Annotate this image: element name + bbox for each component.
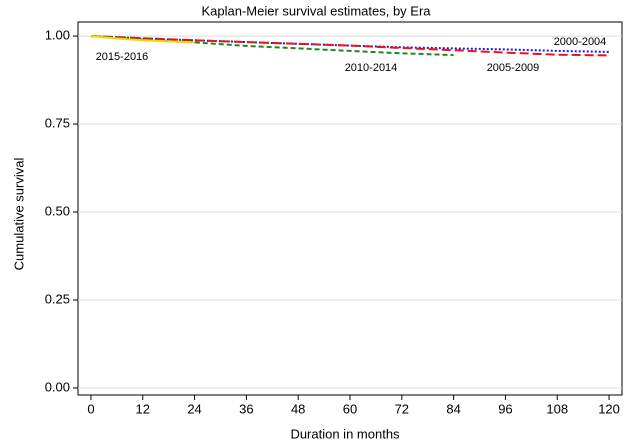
y-tick-label: 0.25 [45, 291, 70, 306]
series-label: 2010-2014 [345, 62, 398, 74]
y-tick-label: 0.75 [45, 115, 70, 130]
x-axis-label: Duration in months [290, 426, 400, 441]
x-tick-label: 48 [291, 401, 305, 416]
survival-line [90, 35, 610, 57]
x-tick-label: 84 [446, 401, 460, 416]
series-label: 2015-2016 [96, 51, 149, 63]
x-tick-label: 60 [343, 401, 357, 416]
chart-title: Kaplan-Meier survival estimates, by Era [201, 3, 431, 18]
x-tick-label: 0 [87, 401, 94, 416]
x-tick-label: 108 [546, 401, 568, 416]
y-tick-label: 0.00 [45, 379, 70, 394]
series-label: 2000-2004 [554, 36, 607, 48]
x-tick-label: 24 [187, 401, 201, 416]
x-tick-label: 96 [498, 401, 512, 416]
y-tick-label: 0.50 [45, 203, 70, 218]
y-tick-label: 1.00 [45, 28, 70, 43]
y-axis-label: Cumulative survival [11, 158, 26, 271]
plot-frame [77, 21, 623, 396]
x-tick-label: 72 [395, 401, 409, 416]
x-tick-label: 120 [598, 401, 620, 416]
x-tick-label: 12 [136, 401, 150, 416]
survival-line [90, 35, 195, 44]
series-label: 2005-2009 [487, 62, 540, 74]
x-tick-label: 36 [239, 401, 253, 416]
